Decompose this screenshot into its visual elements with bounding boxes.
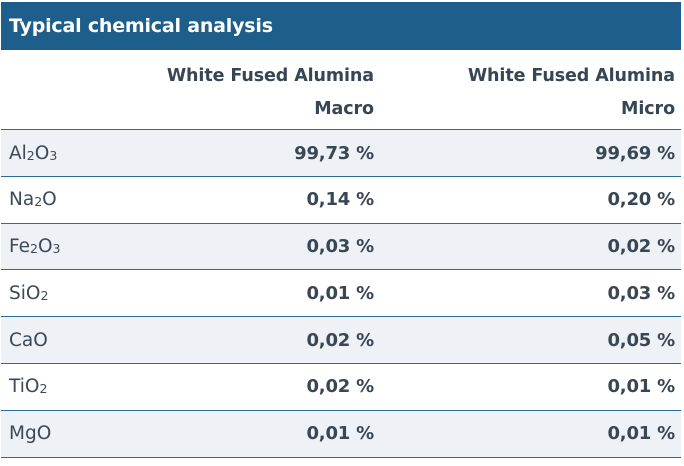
compound-name: CaO: [9, 317, 48, 363]
table-row: Al 2 O 3 99,73 % 99,69 %: [1, 130, 681, 177]
header-micro: White Fused Alumina Micro: [468, 60, 675, 126]
macro-value: 0,02 %: [306, 329, 374, 351]
compound-name: Al 2 O 3: [9, 130, 57, 176]
compound-name: Fe 2 O 3: [9, 224, 60, 270]
header-macro-line2: Macro: [314, 99, 374, 119]
table-row: TiO 2 0,02 % 0,01 %: [1, 364, 681, 411]
table-body: Al 2 O 3 99,73 % 99,69 % Na 2 O 0,14 % 0,20 %…: [1, 130, 681, 458]
compound-part: O: [34, 142, 50, 164]
table-row: MgO 0,01 % 0,01 %: [1, 410, 681, 458]
compound-subscript: 3: [49, 147, 58, 163]
table-row: CaO 0,02 % 0,05 %: [1, 317, 681, 364]
compound-part: TiO: [9, 376, 40, 398]
compound-name: Na 2 O: [9, 177, 57, 223]
macro-value: 0,02 %: [306, 376, 374, 398]
compound-name: SiO 2: [9, 270, 48, 316]
header-micro-line1: White Fused Alumina: [467, 66, 675, 86]
micro-value: 0,05 %: [607, 329, 675, 351]
compound-subscript: 2: [30, 241, 38, 257]
header-macro-line1: White Fused Alumina: [166, 66, 374, 86]
compound-part: O: [37, 236, 53, 258]
header-micro-line2: Micro: [621, 99, 675, 119]
compound-part: SiO: [9, 282, 41, 304]
micro-value: 0,03 %: [607, 282, 675, 304]
micro-value: 0,20 %: [607, 189, 675, 211]
header-macro: White Fused Alumina Macro: [167, 60, 374, 126]
macro-value: 0,01 %: [306, 282, 374, 304]
table-header: White Fused Alumina Macro White Fused Al…: [1, 50, 681, 130]
compound-subscript: 2: [26, 147, 35, 163]
table-row: SiO 2 0,01 % 0,03 %: [1, 270, 681, 318]
micro-value: 0,02 %: [607, 236, 675, 258]
macro-value: 99,73 %: [294, 142, 374, 164]
micro-value: 0,01 %: [607, 376, 675, 398]
macro-value: 0,03 %: [306, 236, 374, 258]
table-title: Typical chemical analysis: [1, 2, 681, 50]
compound-part: MgO: [9, 423, 52, 445]
compound-part: O: [42, 189, 57, 211]
compound-subscript: 3: [52, 241, 61, 257]
micro-value: 99,69 %: [595, 142, 675, 164]
compound-part: Na: [9, 189, 35, 211]
compound-part: Al: [9, 142, 27, 164]
compound-subscript: 2: [40, 287, 49, 303]
table-row: Fe 2 O 3 0,03 % 0,02 %: [1, 223, 681, 271]
micro-value: 0,01 %: [607, 423, 675, 445]
compound-subscript: 2: [39, 381, 48, 397]
compound-name: TiO 2: [9, 364, 47, 410]
table-row: Na 2 O 0,14 % 0,20 %: [1, 177, 681, 224]
compound-name: MgO: [9, 411, 51, 457]
compound-part: CaO: [9, 329, 48, 351]
macro-value: 0,01 %: [306, 423, 374, 445]
compound-part: Fe: [9, 236, 31, 258]
compound-subscript: 2: [34, 194, 43, 210]
macro-value: 0,14 %: [306, 189, 374, 211]
